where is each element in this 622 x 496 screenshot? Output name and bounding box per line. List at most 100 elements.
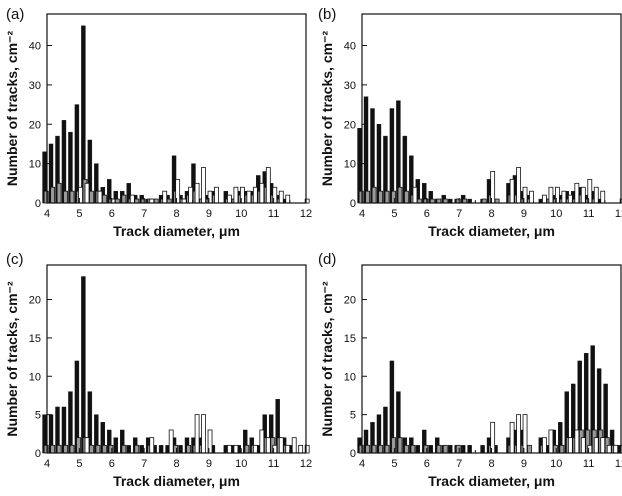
- bar-series-3: [593, 437, 599, 454]
- bar-series-3: [84, 437, 90, 454]
- y-tick-label: 20: [344, 119, 356, 131]
- x-tick-label: 9: [206, 458, 212, 470]
- bar-series-2: [442, 444, 448, 454]
- x-axis-label: Track diameter, μm: [113, 223, 240, 239]
- x-tick-label: 5: [76, 208, 82, 220]
- bar-series-1: [428, 445, 433, 454]
- bar-series-2: [186, 444, 191, 454]
- bar-series-3: [278, 437, 284, 454]
- x-tick-label: 12: [300, 208, 312, 220]
- panel-label: (a): [6, 6, 24, 23]
- bar-series-3: [168, 429, 174, 454]
- panel-label: (b): [318, 6, 336, 23]
- x-tick-label: 5: [76, 458, 82, 470]
- bar-series-3: [252, 444, 258, 454]
- y-tick-label: 20: [29, 295, 41, 307]
- x-tick-label: 10: [550, 458, 562, 470]
- bar-series-3: [516, 167, 521, 204]
- y-tick-label: 5: [350, 410, 356, 422]
- bar-series-3: [291, 437, 297, 454]
- bar-series-2: [371, 444, 377, 454]
- bar-series-3: [97, 190, 103, 204]
- bar-series-2: [108, 444, 114, 454]
- bar-series-2: [384, 190, 390, 204]
- bar-series-2: [56, 182, 62, 204]
- x-tick-label: 4: [359, 458, 365, 470]
- bar-series-2: [365, 190, 371, 204]
- bar-series-1: [467, 445, 472, 454]
- bar-series-3: [265, 437, 271, 454]
- bar-series-3: [233, 444, 239, 454]
- bar-series-2: [455, 444, 461, 454]
- bar-series-2: [391, 190, 396, 204]
- x-tick-label: 6: [424, 458, 430, 470]
- bar-series-3: [84, 182, 90, 204]
- panel-label: (c): [6, 251, 24, 268]
- bar-series-2: [391, 437, 396, 454]
- bar-series-1: [61, 120, 67, 204]
- bar-series-1: [178, 445, 183, 454]
- bar-series-3: [227, 194, 232, 204]
- y-tick-label: 10: [29, 371, 41, 383]
- bar-series-3: [246, 190, 252, 204]
- chart-panel: 4 5 6 7 8 9 10 11 12 0 5 10 15 20 Track diameter, μm Nu…: [4, 251, 312, 489]
- bar-series-3: [600, 190, 606, 204]
- bar-series-3: [298, 444, 304, 454]
- y-tick-label: 40: [344, 41, 356, 53]
- x-tick-label: 10: [550, 208, 562, 220]
- bar-series-3: [285, 444, 291, 454]
- x-tick-label: 11: [268, 458, 279, 470]
- bar-series-1: [81, 276, 86, 454]
- bar-series-2: [397, 186, 403, 204]
- bar-series-3: [580, 437, 586, 454]
- bar-series-3: [278, 190, 284, 204]
- x-tick-label: 5: [391, 458, 397, 470]
- chart-panel: 4 5 6 7 8 9 10 11 12 0 10 20 30 40 Track diameter, μm N…: [318, 6, 622, 239]
- bar-series-3: [509, 421, 515, 454]
- bar-series-2: [69, 444, 75, 454]
- bar-series-3: [149, 437, 155, 454]
- bar-series-2: [423, 444, 429, 454]
- bar-series-2: [121, 194, 127, 204]
- x-axis-label: Track diameter, μm: [428, 473, 555, 489]
- bar-series-1: [480, 445, 485, 454]
- y-tick-label: 10: [29, 159, 41, 171]
- x-tick-label: 8: [488, 458, 494, 470]
- y-tick-label: 10: [344, 371, 356, 383]
- bar-series-2: [371, 186, 377, 204]
- bar-series-2: [95, 444, 101, 454]
- x-tick-label: 12: [615, 458, 622, 470]
- bar-series-3: [233, 186, 239, 204]
- bar-series-1: [81, 25, 86, 204]
- bar-series-2: [56, 444, 62, 454]
- bar-series-2: [365, 444, 371, 454]
- y-tick-label: 15: [29, 333, 41, 345]
- bar-series-3: [567, 437, 573, 454]
- y-axis-label: Number of tracks, cm⁻²: [4, 281, 20, 437]
- bar-series-3: [285, 194, 291, 204]
- bar-series-2: [102, 194, 107, 204]
- bar-series-3: [574, 429, 580, 454]
- bar-series-2: [76, 437, 81, 454]
- bar-series-3: [252, 186, 258, 204]
- bar-series-3: [509, 178, 515, 204]
- bar-series-2: [358, 190, 364, 204]
- x-tick-label: 5: [391, 208, 397, 220]
- chart-panel: 4 5 6 7 8 9 10 11 12 0 10 20 30 40 Track diameter, μm N…: [4, 6, 312, 239]
- bar-series-3: [201, 167, 206, 204]
- bar-series-2: [552, 444, 558, 454]
- bar-series-2: [102, 444, 107, 454]
- bar-series-3: [542, 194, 547, 204]
- x-tick-label: 12: [615, 208, 622, 220]
- bar-series-1: [389, 108, 395, 204]
- bar-series-2: [89, 444, 94, 454]
- bar-series-3: [265, 167, 271, 204]
- bar-series-2: [134, 444, 140, 454]
- bar-series-3: [214, 186, 219, 204]
- bar-series-3: [548, 186, 554, 204]
- x-tick-label: 7: [456, 208, 462, 220]
- y-tick-label: 0: [350, 198, 356, 210]
- x-axis-label: Track diameter, μm: [113, 473, 240, 489]
- x-tick-label: 10: [235, 208, 247, 220]
- bar-series-3: [561, 190, 567, 204]
